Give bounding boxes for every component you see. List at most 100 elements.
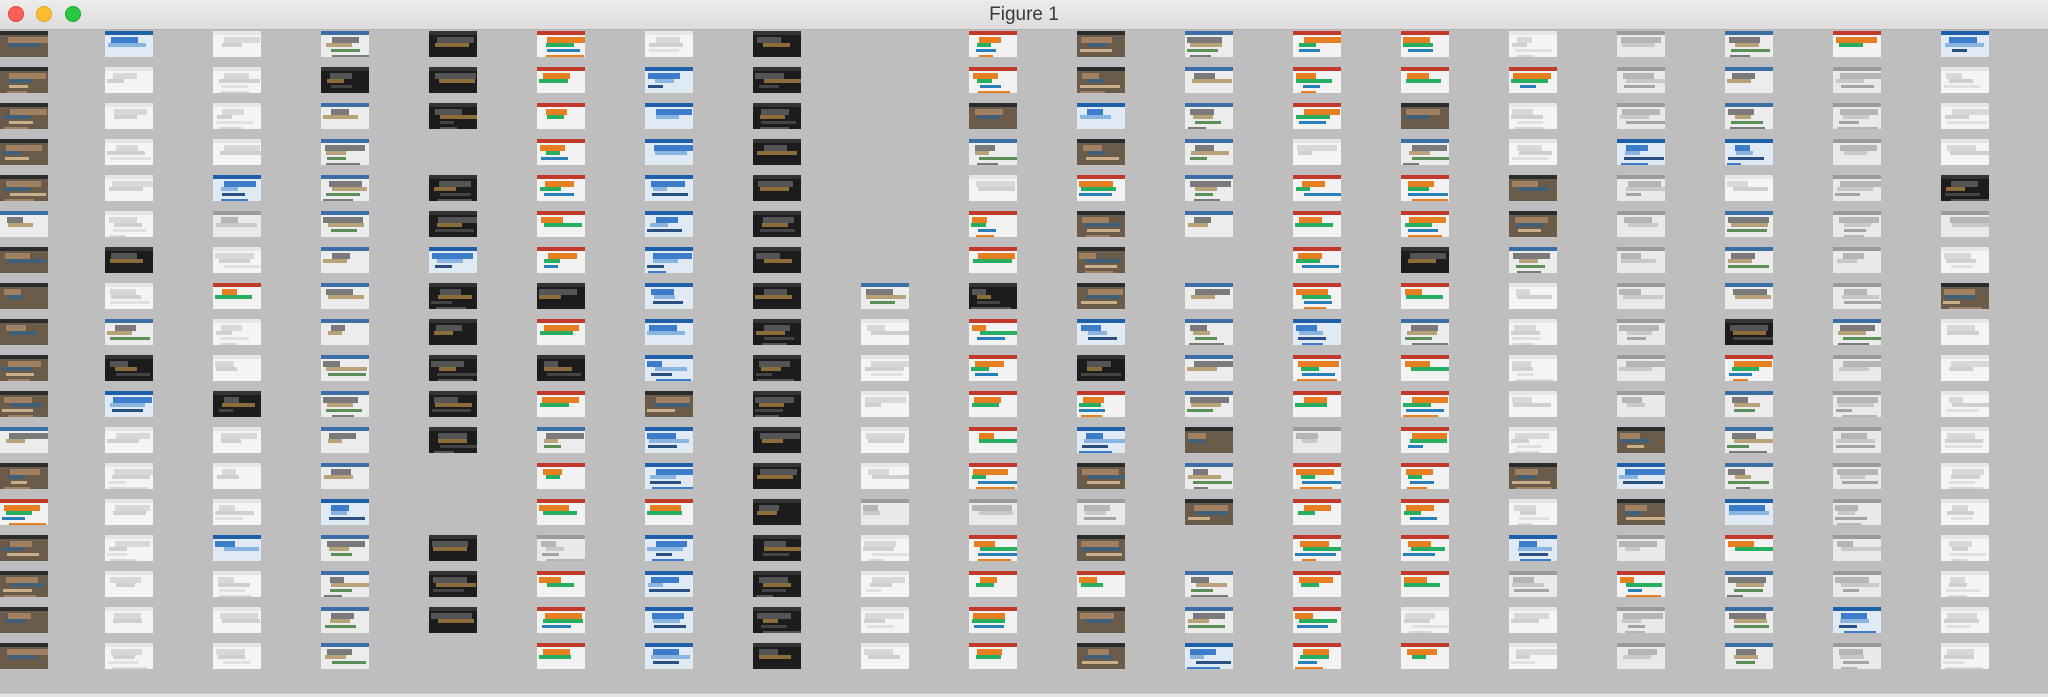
zoom-circle-icon[interactable] bbox=[65, 6, 81, 22]
website-thumbnail bbox=[1509, 175, 1557, 201]
figure-canvas[interactable] bbox=[0, 30, 2048, 693]
website-thumbnail bbox=[969, 499, 1017, 525]
website-thumbnail bbox=[1941, 283, 1989, 309]
website-thumbnail bbox=[213, 535, 261, 561]
website-thumbnail bbox=[1077, 139, 1125, 165]
website-thumbnail bbox=[861, 283, 909, 309]
website-thumbnail bbox=[1941, 643, 1989, 669]
website-thumbnail bbox=[1833, 571, 1881, 597]
website-thumbnail bbox=[1509, 427, 1557, 453]
website-thumbnail bbox=[1833, 283, 1881, 309]
website-thumbnail bbox=[213, 643, 261, 669]
website-thumbnail bbox=[1509, 211, 1557, 237]
website-thumbnail bbox=[213, 427, 261, 453]
website-thumbnail bbox=[1401, 211, 1449, 237]
website-thumbnail bbox=[213, 319, 261, 345]
website-thumbnail bbox=[321, 607, 369, 633]
website-thumbnail bbox=[969, 535, 1017, 561]
close-circle-icon[interactable] bbox=[8, 6, 24, 22]
website-thumbnail bbox=[1293, 391, 1341, 417]
website-thumbnail bbox=[1293, 607, 1341, 633]
website-thumbnail bbox=[213, 175, 261, 201]
minimize-circle-icon[interactable] bbox=[36, 6, 52, 22]
website-thumbnail bbox=[969, 247, 1017, 273]
website-thumbnail bbox=[1725, 607, 1773, 633]
website-thumbnail bbox=[1401, 571, 1449, 597]
website-thumbnail bbox=[645, 103, 693, 129]
website-thumbnail bbox=[1401, 247, 1449, 273]
website-thumbnail bbox=[0, 643, 48, 669]
website-thumbnail bbox=[0, 211, 48, 237]
website-thumbnail bbox=[429, 427, 477, 453]
website-thumbnail bbox=[429, 211, 477, 237]
website-thumbnail bbox=[213, 139, 261, 165]
website-thumbnail bbox=[1833, 607, 1881, 633]
website-thumbnail bbox=[105, 571, 153, 597]
website-thumbnail bbox=[429, 607, 477, 633]
website-thumbnail bbox=[429, 535, 477, 561]
website-thumbnail bbox=[645, 535, 693, 561]
website-thumbnail bbox=[1725, 31, 1773, 57]
website-thumbnail bbox=[1293, 247, 1341, 273]
website-thumbnail bbox=[1509, 535, 1557, 561]
website-thumbnail bbox=[1725, 247, 1773, 273]
title-bar[interactable]: Figure 1 bbox=[0, 0, 2048, 30]
website-thumbnail bbox=[321, 319, 369, 345]
website-thumbnail bbox=[321, 463, 369, 489]
website-thumbnail bbox=[1185, 283, 1233, 309]
website-thumbnail bbox=[105, 247, 153, 273]
website-thumbnail bbox=[753, 535, 801, 561]
website-thumbnail bbox=[321, 247, 369, 273]
website-thumbnail bbox=[969, 427, 1017, 453]
website-thumbnail bbox=[1941, 247, 1989, 273]
website-thumbnail bbox=[1185, 463, 1233, 489]
website-thumbnail bbox=[321, 355, 369, 381]
website-thumbnail bbox=[1077, 535, 1125, 561]
website-thumbnail bbox=[1617, 247, 1665, 273]
website-thumbnail bbox=[1617, 499, 1665, 525]
website-thumbnail bbox=[1185, 31, 1233, 57]
website-thumbnail bbox=[861, 571, 909, 597]
website-thumbnail bbox=[1401, 67, 1449, 93]
website-thumbnail bbox=[213, 283, 261, 309]
website-thumbnail bbox=[213, 247, 261, 273]
website-thumbnail bbox=[969, 355, 1017, 381]
website-thumbnail bbox=[645, 67, 693, 93]
website-thumbnail bbox=[537, 31, 585, 57]
website-thumbnail bbox=[861, 355, 909, 381]
website-thumbnail bbox=[1185, 355, 1233, 381]
website-thumbnail bbox=[753, 283, 801, 309]
website-thumbnail bbox=[1293, 463, 1341, 489]
website-thumbnail bbox=[1725, 139, 1773, 165]
website-thumbnail bbox=[429, 247, 477, 273]
website-thumbnail bbox=[1293, 319, 1341, 345]
website-thumbnail bbox=[1401, 643, 1449, 669]
website-thumbnail bbox=[213, 355, 261, 381]
website-thumbnail bbox=[969, 643, 1017, 669]
website-thumbnail bbox=[1077, 391, 1125, 417]
website-thumbnail bbox=[1509, 31, 1557, 57]
website-thumbnail bbox=[1941, 535, 1989, 561]
website-thumbnail bbox=[969, 175, 1017, 201]
website-thumbnail bbox=[1725, 355, 1773, 381]
website-thumbnail bbox=[537, 643, 585, 669]
website-thumbnail bbox=[1725, 319, 1773, 345]
website-thumbnail bbox=[537, 319, 585, 345]
website-thumbnail bbox=[1293, 103, 1341, 129]
website-thumbnail bbox=[321, 391, 369, 417]
website-thumbnail bbox=[861, 319, 909, 345]
website-thumbnail bbox=[1617, 463, 1665, 489]
website-thumbnail bbox=[105, 319, 153, 345]
website-thumbnail bbox=[1941, 67, 1989, 93]
website-thumbnail bbox=[0, 175, 48, 201]
website-thumbnail bbox=[1509, 139, 1557, 165]
website-thumbnail bbox=[645, 355, 693, 381]
website-thumbnail bbox=[969, 391, 1017, 417]
website-thumbnail bbox=[105, 607, 153, 633]
website-thumbnail bbox=[1293, 427, 1341, 453]
website-thumbnail bbox=[429, 355, 477, 381]
website-thumbnail bbox=[1833, 247, 1881, 273]
website-thumbnail bbox=[645, 643, 693, 669]
website-thumbnail bbox=[1617, 571, 1665, 597]
